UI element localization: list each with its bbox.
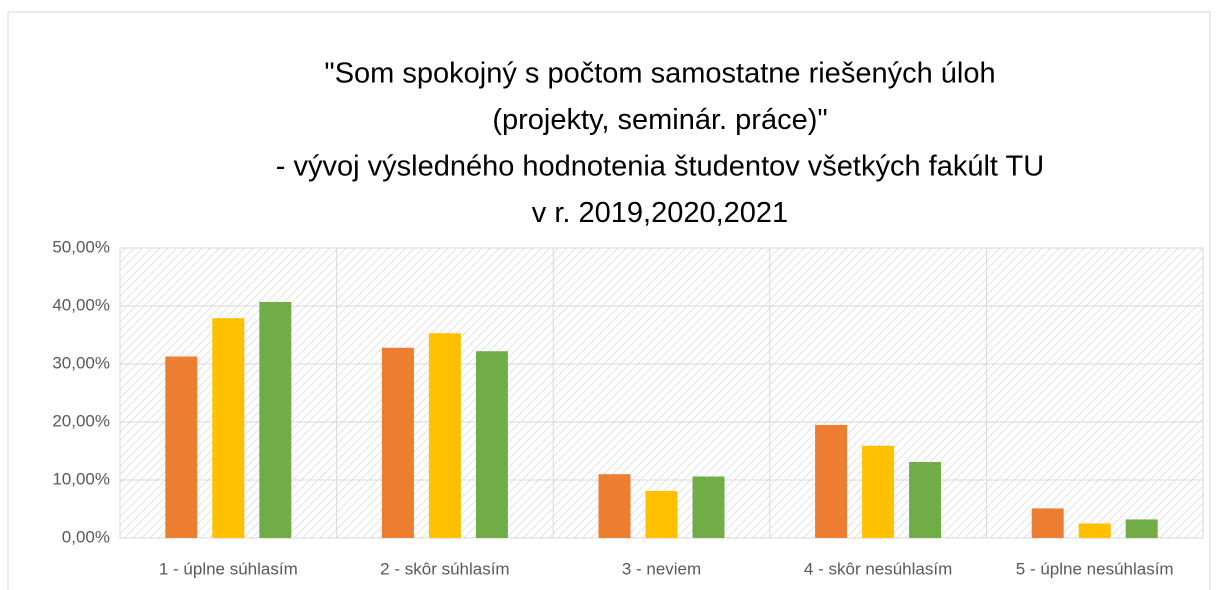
y-tick-label: 20,00% [52,411,110,430]
y-tick-label: 50,00% [52,237,110,256]
chart-title: "Som spokojný s počtom samostatne riešen… [324,58,995,90]
bar [598,474,631,538]
y-tick-label: 30,00% [52,353,110,372]
plot-area [120,248,1203,538]
bar [165,356,198,538]
x-tick-label: 5 - úplne nesúhlasím [1016,559,1174,578]
y-tick-label: 40,00% [52,295,110,314]
bar [1031,508,1064,538]
bar [259,301,292,538]
x-tick-label: 4 - skôr nesúhlasím [804,559,952,578]
x-tick-label: 1 - úplne súhlasím [159,559,298,578]
bar [475,351,508,538]
y-tick-label: 10,00% [52,469,110,488]
bar [692,476,725,538]
chart-title: (projekty, seminár. práce)" [492,104,827,136]
bar [212,318,245,538]
bar [909,462,942,538]
chart-title: v r. 2019,2020,2021 [532,197,788,229]
x-tick-label: 2 - skôr súhlasím [380,559,509,578]
chart-title: - vývoj výsledného hodnotenia študentov … [276,151,1044,183]
bar [381,347,414,538]
y-tick-label: 0,00% [62,527,110,546]
bar [645,491,678,538]
bar [1078,523,1111,538]
x-tick-label: 3 - neviem [622,559,701,578]
bar [1125,519,1158,538]
bar [862,445,895,538]
bar [815,424,848,538]
bar [428,333,461,538]
